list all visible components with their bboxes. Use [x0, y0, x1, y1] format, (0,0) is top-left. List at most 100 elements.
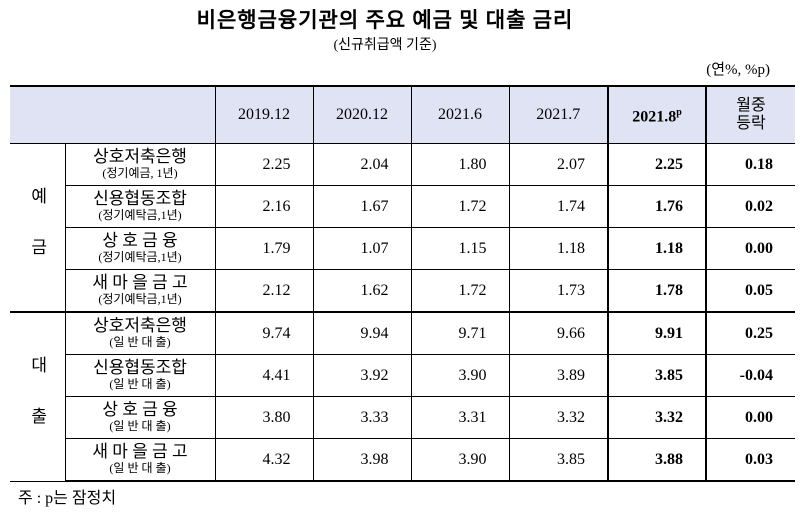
rate-cell: 0.00 — [705, 227, 795, 270]
row: 신용협동조합 (정기예탁금,1년) 2.16 1.67 1.72 1.74 1.76 0.02 — [10, 185, 795, 228]
row-name: 새 마 을 금 고 (일 반 대 출) — [65, 438, 216, 482]
rate-table: 2019.12 2020.12 2021.6 2021.7 2021.8p 월중 등락 예금… — [10, 85, 795, 482]
column-header: 월중 등락 — [705, 85, 795, 144]
rate-cell: 1.18 — [508, 227, 609, 270]
rate-cell: 1.15 — [410, 227, 510, 270]
column-header: 2021.8p — [607, 85, 707, 144]
row-name: 상호저축은행 (정기예금, 1년) — [64, 143, 216, 186]
rate-cell: 3.90 — [410, 354, 510, 397]
corner-cell — [10, 85, 216, 144]
rate-cell: 3.89 — [508, 354, 609, 397]
column-header: 2021.7 — [508, 85, 609, 144]
row-name: 상 호 금 융 (일 반 대 출) — [65, 396, 216, 439]
column-header: 2020.12 — [312, 85, 412, 144]
rate-cell: 4.41 — [214, 354, 314, 397]
product-note: (일 반 대 출) — [109, 376, 171, 391]
rate-cell: 3.80 — [214, 396, 314, 439]
title: 비은행금융기관의 주요 예금 및 대출 금리 — [196, 8, 574, 32]
unit: (연%, %p) — [706, 62, 770, 78]
column-header: 2021.6 — [410, 85, 510, 144]
rate-cell: 1.80 — [410, 143, 510, 186]
rate-cell: 1.18 — [607, 227, 707, 270]
group: 예금 상호저축은행 (정기예금, 1년) 2.25 2.04 1.80 2.07 2.25 0.… — [10, 143, 795, 313]
rate-cell: 3.32 — [508, 396, 609, 439]
product-note: (정기예금, 1년) — [102, 165, 178, 180]
product-note: (일 반 대 출) — [109, 460, 171, 475]
rate-cell: 3.92 — [312, 354, 412, 397]
rate-cell: 9.66 — [508, 311, 609, 355]
rate-cell: 3.85 — [607, 354, 707, 397]
product-note: (정기예탁금,1년) — [98, 291, 182, 306]
row-name: 상호저축은행 (일 반 대 출) — [64, 311, 216, 355]
institution-name: 신용협동조합 — [93, 357, 187, 377]
rate-cell: 1.72 — [410, 269, 510, 313]
header-row: 2019.12 2020.12 2021.6 2021.7 2021.8p 월중 등락 — [10, 85, 795, 144]
column-header: 2019.12 — [214, 85, 314, 144]
rate-cell: 9.94 — [312, 311, 412, 355]
row: 상 호 금 융 (정기예탁금,1년) 1.79 1.07 1.15 1.18 1.18 0.0… — [10, 227, 795, 270]
rate-cell: 2.25 — [214, 143, 314, 186]
row: 신용협동조합 (일 반 대 출) 4.41 3.92 3.90 3.89 3.85 -0.04 — [10, 354, 795, 397]
institution-name: 상호저축은행 — [93, 315, 187, 335]
rate-cell: 2.12 — [214, 269, 314, 313]
row-name: 신용협동조합 (정기예탁금,1년) — [65, 185, 216, 228]
rate-cell: 3.90 — [410, 438, 510, 482]
rate-cell: 4.32 — [214, 438, 314, 482]
rate-cell: 9.71 — [410, 311, 510, 355]
rate-cell: 3.85 — [508, 438, 609, 482]
rate-cell: 9.74 — [214, 311, 314, 355]
rate-cell: 0.25 — [705, 311, 795, 355]
rate-cell: 0.02 — [705, 185, 795, 228]
institution-name: 상 호 금 융 — [102, 399, 178, 419]
group-label: 예금 — [10, 143, 66, 313]
rate-cell: 1.73 — [508, 269, 609, 313]
rate-cell: 1.07 — [312, 227, 412, 270]
rate-cell: 3.88 — [607, 438, 707, 482]
institution-name: 신용협동조합 — [93, 188, 187, 208]
product-note: (일 반 대 출) — [109, 418, 171, 433]
group-label: 대출 — [10, 311, 66, 482]
rate-cell: 1.62 — [312, 269, 412, 313]
rate-cell: 1.74 — [508, 185, 609, 228]
subtitle: (신규취급액 기준) — [333, 38, 437, 53]
rate-cell: -0.04 — [705, 354, 795, 397]
rate-cell: 2.07 — [508, 143, 609, 186]
rate-cell: 3.98 — [312, 438, 412, 482]
row: 새 마 을 금 고 (정기예탁금,1년) 2.12 1.62 1.72 1.73 1.78 0… — [10, 269, 795, 313]
row: 상 호 금 융 (일 반 대 출) 3.80 3.33 3.31 3.32 3.32 0.00 — [10, 396, 795, 439]
rate-cell: 0.18 — [705, 143, 795, 186]
rate-cell: 2.25 — [607, 143, 707, 186]
rate-cell: 3.31 — [410, 396, 510, 439]
rate-cell: 2.16 — [214, 185, 314, 228]
rate-cell: 3.32 — [607, 396, 707, 439]
rate-cell: 1.79 — [214, 227, 314, 270]
row-name: 상 호 금 융 (정기예탁금,1년) — [65, 227, 216, 270]
institution-name: 새 마 을 금 고 — [92, 272, 188, 292]
rate-cell: 0.00 — [705, 396, 795, 439]
institution-name: 상 호 금 융 — [102, 230, 178, 250]
institution-name: 상호저축은행 — [93, 146, 187, 166]
row: 새 마 을 금 고 (일 반 대 출) 4.32 3.98 3.90 3.85 3.88 0.… — [10, 438, 795, 482]
rate-cell: 9.91 — [607, 311, 707, 355]
product-note: (정기예탁금,1년) — [98, 249, 182, 264]
footnote: 주 : p는 잠정치 — [18, 490, 117, 507]
rate-cell: 1.76 — [607, 185, 707, 228]
product-note: (정기예탁금,1년) — [98, 207, 182, 222]
provisional-mark: p — [676, 106, 682, 118]
rate-cell: 2.04 — [312, 143, 412, 186]
rate-cell: 3.33 — [312, 396, 412, 439]
rate-cell: 1.72 — [410, 185, 510, 228]
row: 대출 상호저축은행 (일 반 대 출) 9.74 9.94 9.71 9.66 9.91 0.2… — [10, 311, 795, 482]
row-name: 신용협동조합 (일 반 대 출) — [65, 354, 216, 397]
rate-cell: 1.78 — [607, 269, 707, 313]
group: 대출 상호저축은행 (일 반 대 출) 9.74 9.94 9.71 9.66 9.91 0.2… — [10, 311, 795, 482]
rate-cell: 0.05 — [705, 269, 795, 313]
institution-name: 새 마 을 금 고 — [92, 441, 188, 461]
row-name: 새 마 을 금 고 (정기예탁금,1년) — [65, 269, 216, 313]
product-note: (일 반 대 출) — [109, 334, 171, 349]
table-header: 2019.12 2020.12 2021.6 2021.7 2021.8p 월중 등락 — [10, 85, 795, 144]
row: 예금 상호저축은행 (정기예금, 1년) 2.25 2.04 1.80 2.07 2.25 0.… — [10, 143, 795, 313]
rate-cell: 1.67 — [312, 185, 412, 228]
rate-cell: 0.03 — [705, 438, 795, 482]
